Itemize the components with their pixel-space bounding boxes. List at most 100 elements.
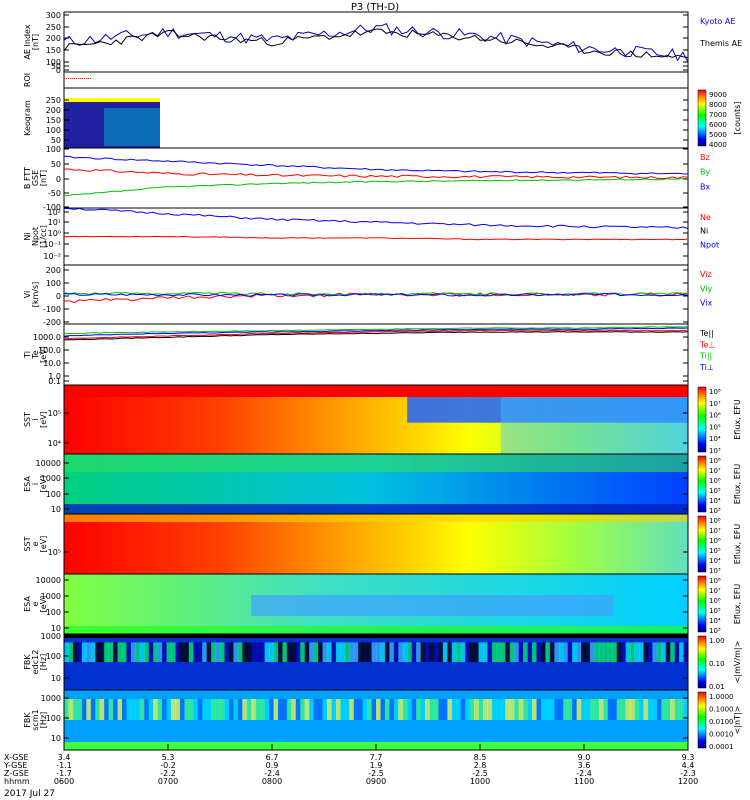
y-axis-label: ESA	[23, 596, 32, 612]
spectrogram-column	[558, 642, 564, 662]
bottom-axis-value: 0800	[262, 777, 282, 786]
spectrogram-column	[90, 699, 96, 720]
y-axis-label: scm1	[31, 709, 40, 730]
spectrogram-column	[376, 642, 381, 662]
series-ne	[63, 235, 689, 241]
plot-title: P3 (TH-D)	[351, 2, 399, 13]
spectrogram-column	[558, 699, 564, 720]
spectrogram-column	[393, 642, 399, 662]
colorbar-label: 10³	[709, 447, 721, 455]
spectrogram-column	[166, 699, 172, 720]
spectrogram-column	[603, 699, 609, 720]
colorbar	[697, 575, 707, 633]
spectrogram-column	[331, 642, 337, 662]
spectrogram-column	[95, 642, 101, 662]
roi-mark	[80, 78, 81, 79]
spectrogram-column	[135, 642, 141, 662]
spectrogram-column	[460, 699, 466, 720]
spectrogram-column	[135, 699, 141, 720]
spectrogram-column	[130, 699, 136, 720]
y-axis-label: [Hz]	[39, 712, 48, 728]
bottom-axis-value: -2.5	[368, 769, 384, 778]
spectrogram-column	[425, 642, 430, 662]
spectrogram-column	[367, 642, 373, 662]
y-axis-label: Keogram	[23, 100, 32, 136]
spectrogram-column	[540, 699, 546, 720]
spectrogram-column	[429, 642, 435, 662]
spectrogram-column	[665, 699, 671, 720]
y-tick-label: 200	[46, 106, 61, 115]
spectrogram-column	[233, 699, 239, 720]
colorbar-label: 10⁴	[709, 557, 721, 565]
spectrogram-column	[643, 699, 649, 720]
bottom-axis-value: 9.0	[578, 753, 591, 762]
spectrogram-column	[344, 699, 350, 720]
spectrogram-column	[536, 642, 542, 662]
bottom-axis-value: -2.4	[264, 769, 280, 778]
spectrogram-column	[349, 642, 355, 662]
spectrogram-column	[206, 642, 212, 662]
spectrogram-column	[300, 642, 306, 662]
spectrogram-column	[589, 699, 595, 720]
spectrogram-column	[505, 699, 511, 720]
colorbar-label: 10³	[709, 627, 721, 635]
bottom-row-label: Z-GSE	[4, 769, 29, 778]
colorbar	[697, 635, 707, 689]
spectrogram-column	[652, 642, 658, 662]
spectrogram-column	[572, 642, 578, 662]
spectrogram-column	[117, 642, 123, 662]
y-tick-label: 100	[46, 490, 61, 499]
spectrogram-column	[126, 699, 132, 720]
spectrogram-column	[104, 642, 110, 662]
colorbar-label: 10⁴	[709, 617, 721, 625]
colorbar-title: <|mV/m|>	[733, 641, 742, 684]
colorbar-label: 9000	[709, 91, 727, 99]
spectrogram-column	[220, 642, 225, 662]
spectrogram-column	[563, 642, 569, 662]
panel-fbk_b: 1000 100 10 FBK scm1 [Hz] 1.0000 0.1000 0.0100 0.…	[23, 689, 742, 751]
y-tick-label: 10⁰	[48, 229, 61, 238]
y-tick-label: 10²	[48, 208, 61, 217]
spectrogram-esa-i-bottom	[64, 504, 688, 514]
spectrogram-column	[679, 642, 685, 662]
spectrogram-column	[674, 699, 680, 720]
spectrogram-column	[175, 699, 181, 720]
y-tick-label: 1000.0	[33, 333, 61, 342]
spectrogram-column	[638, 642, 644, 662]
y-axis-label: ROI	[23, 73, 32, 87]
y-tick-label: 0	[56, 292, 61, 301]
spectrogram-column	[126, 642, 132, 662]
y-tick-label: 100	[46, 652, 61, 661]
spectrogram-column	[197, 642, 203, 662]
spectrogram-column	[291, 699, 297, 720]
spectrogram-column	[527, 699, 533, 720]
spectrogram-column	[193, 642, 199, 662]
spectrogram-column	[509, 699, 515, 720]
y-tick-label: 10000	[36, 459, 61, 468]
series-npot	[63, 207, 689, 230]
spectrogram-column	[545, 699, 551, 720]
panel-bfield: 100 50 0 -50 -100 B FTT GSE [nT] Bz By Bx	[23, 145, 710, 212]
spectrogram-column	[465, 699, 471, 720]
legend-label: Bx	[700, 182, 710, 191]
spectrogram-column	[90, 642, 96, 662]
spectrogram-column	[634, 642, 640, 662]
spectrogram-column	[474, 699, 480, 720]
panel-esa_e: 10000 1000 100 10 ESA e [eV] 10⁸ 10⁷ 10⁶ 10⁵ 10⁴ 10³…	[23, 573, 742, 635]
spectrogram-column	[576, 642, 582, 662]
y-tick-label: 10⁻²	[43, 252, 61, 261]
roi-mark	[82, 78, 83, 79]
colorbar-label: 10⁶	[709, 412, 721, 420]
y-tick-label: 10⁵	[48, 548, 61, 557]
spectrogram-column	[456, 699, 462, 720]
colorbar-label: 6000	[709, 121, 727, 129]
spectrogram-column	[491, 699, 497, 720]
spectrogram-column	[447, 642, 453, 662]
spectrogram-column	[523, 699, 529, 720]
spectrogram-column	[251, 699, 257, 720]
spectrogram-column	[625, 642, 631, 662]
spectrogram-column	[269, 699, 274, 720]
spectrogram-column	[638, 699, 644, 720]
y-tick-label: -100	[43, 305, 61, 314]
spectrogram-column	[322, 699, 328, 720]
